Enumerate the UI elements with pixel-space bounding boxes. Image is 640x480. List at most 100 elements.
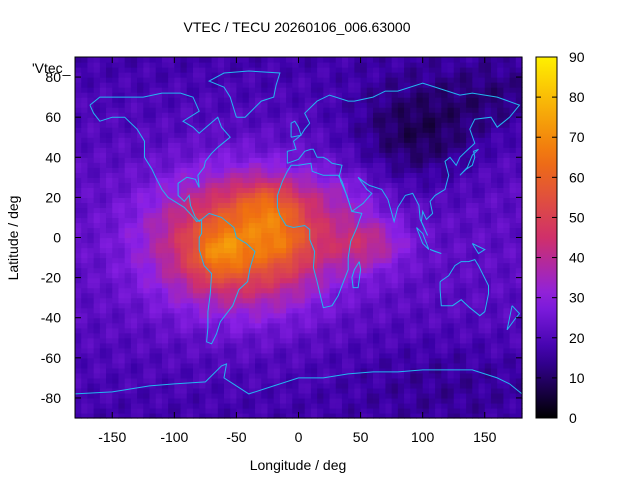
heat-cell bbox=[453, 302, 461, 309]
heat-cell bbox=[317, 152, 324, 158]
heat-cell bbox=[248, 197, 256, 203]
heat-cell bbox=[509, 242, 517, 249]
heat-cell bbox=[503, 382, 511, 389]
heat-cell bbox=[497, 322, 504, 329]
heat-cell bbox=[217, 227, 225, 234]
heat-cell bbox=[124, 67, 132, 73]
heat-cell bbox=[217, 77, 225, 83]
heat-cell bbox=[428, 72, 436, 78]
heat-cell bbox=[484, 152, 492, 158]
heat-cell bbox=[323, 247, 331, 254]
heat-cell bbox=[515, 137, 523, 143]
heat-cell bbox=[373, 162, 380, 168]
heat-cell bbox=[428, 312, 436, 319]
heat-cell bbox=[428, 217, 436, 224]
heat-cell bbox=[441, 237, 449, 244]
heat-cell bbox=[422, 372, 430, 379]
heat-cell bbox=[329, 332, 337, 339]
heat-cell bbox=[130, 227, 138, 234]
heat-cell bbox=[87, 152, 95, 158]
heat-cell bbox=[248, 347, 256, 354]
heat-cell bbox=[292, 92, 300, 98]
heat-cell bbox=[124, 367, 132, 374]
heat-cell bbox=[422, 247, 430, 254]
heat-cell bbox=[81, 302, 89, 309]
heat-cell bbox=[441, 297, 449, 304]
heat-cell bbox=[310, 402, 318, 409]
heat-cell bbox=[261, 102, 269, 108]
heat-cell bbox=[292, 257, 300, 264]
heat-cell bbox=[354, 257, 362, 264]
heat-cell bbox=[230, 197, 238, 203]
heat-cell bbox=[199, 302, 206, 309]
heat-cell bbox=[348, 262, 355, 269]
heat-cell bbox=[366, 167, 374, 173]
heat-cell bbox=[304, 332, 312, 339]
heat-cell bbox=[354, 237, 362, 244]
heat-cell bbox=[515, 327, 523, 334]
heat-cell bbox=[466, 222, 473, 229]
heat-cell bbox=[211, 337, 219, 344]
heat-cell bbox=[87, 227, 95, 234]
heat-cell bbox=[106, 262, 113, 269]
heat-cell bbox=[373, 352, 380, 359]
heat-cell bbox=[137, 382, 144, 389]
heat-cell bbox=[453, 362, 461, 369]
heat-cell bbox=[261, 232, 269, 239]
heat-cell bbox=[81, 392, 89, 399]
heat-cell bbox=[292, 352, 300, 359]
heat-cell bbox=[397, 112, 405, 118]
heat-cell bbox=[391, 152, 399, 158]
heat-cell bbox=[124, 87, 132, 93]
heat-cell bbox=[224, 267, 231, 274]
heat-cell bbox=[180, 207, 188, 214]
heat-cell bbox=[304, 327, 312, 334]
heat-cell bbox=[130, 97, 138, 103]
heat-cell bbox=[453, 202, 461, 209]
heat-cell bbox=[422, 392, 430, 399]
heat-cell bbox=[143, 237, 151, 244]
heat-cell bbox=[261, 307, 269, 314]
heat-cell bbox=[192, 117, 200, 123]
heat-cell bbox=[267, 367, 275, 374]
heat-cell bbox=[515, 242, 523, 249]
heat-cell bbox=[317, 107, 324, 113]
heat-cell bbox=[230, 212, 238, 219]
heat-cell bbox=[373, 297, 380, 304]
heat-cell bbox=[248, 247, 256, 254]
heat-cell bbox=[416, 372, 424, 379]
heat-cell bbox=[435, 377, 442, 384]
heat-cell bbox=[255, 262, 262, 269]
heat-cell bbox=[503, 212, 511, 219]
heat-cell bbox=[515, 112, 523, 118]
heat-cell bbox=[503, 277, 511, 284]
heat-cell bbox=[292, 307, 300, 314]
heat-cell bbox=[211, 272, 219, 279]
heat-cell bbox=[373, 72, 380, 78]
heat-cell bbox=[112, 97, 120, 103]
heat-cell bbox=[224, 97, 231, 103]
heat-cell bbox=[273, 167, 281, 173]
heat-cell bbox=[255, 282, 262, 289]
heat-cell bbox=[205, 407, 213, 414]
heat-cell bbox=[224, 147, 231, 153]
heat-cell bbox=[205, 357, 213, 364]
heat-cell bbox=[373, 157, 380, 163]
heat-cell bbox=[404, 217, 411, 224]
heat-cell bbox=[416, 252, 424, 259]
heat-cell bbox=[279, 192, 287, 198]
heat-cell bbox=[236, 102, 244, 108]
heat-cell bbox=[497, 142, 504, 148]
heat-cell bbox=[112, 202, 120, 209]
heat-cell bbox=[118, 152, 126, 158]
heat-cell bbox=[168, 87, 175, 93]
heat-cell bbox=[199, 277, 206, 284]
heat-cell bbox=[298, 207, 306, 214]
heat-cell bbox=[149, 297, 157, 304]
heat-cell bbox=[155, 107, 163, 113]
heat-cell bbox=[242, 82, 250, 88]
heat-cell bbox=[335, 167, 343, 173]
heat-cell bbox=[230, 287, 238, 294]
heat-cell bbox=[472, 237, 480, 244]
heat-cell bbox=[366, 137, 374, 143]
